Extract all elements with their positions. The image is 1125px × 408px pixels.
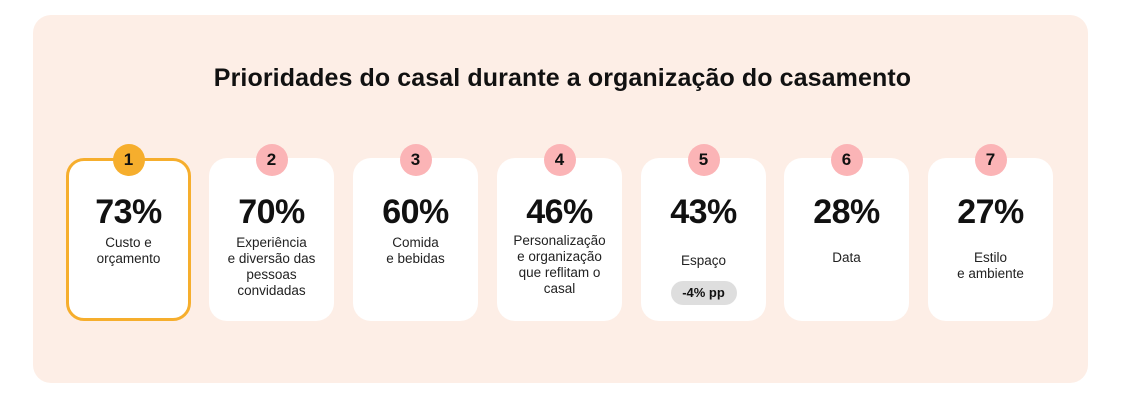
- priority-card-1: 1 73% Custo e orçamento: [66, 144, 191, 321]
- priority-label: Personalização e organização que reflita…: [513, 233, 606, 296]
- percentage-value: 46%: [526, 193, 593, 231]
- change-badge: -4% pp: [670, 281, 737, 305]
- percentage-value: 70%: [238, 193, 305, 231]
- chart-title: Prioridades do casal durante a organizaç…: [213, 64, 912, 92]
- priority-label: Data: [832, 250, 861, 265]
- rank-badge: 3: [399, 144, 432, 176]
- priority-card-4: 4 46% Personalização e organização que ref…: [497, 144, 622, 321]
- rank-badge: 7: [974, 144, 1007, 176]
- priority-label: Experiência e diversão das pessoas convi…: [227, 235, 316, 298]
- priority-label: Espaço: [680, 253, 727, 268]
- priority-label: Comida e bebidas: [386, 235, 445, 266]
- priority-card-2: 2 70% Experiência e diversão das pessoas c…: [209, 144, 334, 321]
- rank-badge: 2: [255, 144, 288, 176]
- priority-label: Custo e orçamento: [96, 235, 161, 266]
- priority-label: Estilo e ambiente: [957, 250, 1024, 281]
- rank-badge: 1: [112, 144, 145, 176]
- percentage-value: 73%: [95, 193, 162, 231]
- percentage-value: 27%: [957, 193, 1024, 231]
- priority-card-6: 6 28% Data: [784, 144, 909, 321]
- priority-card-7: 7 27% Estilo e ambiente: [928, 144, 1053, 321]
- percentage-value: 43%: [670, 193, 737, 231]
- priority-card-3: 3 60% Comida e bebidas: [353, 144, 478, 321]
- percentage-value: 60%: [382, 193, 449, 231]
- rank-badge: 4: [543, 144, 576, 176]
- priority-card-5: 5 43% Espaço -4% pp: [641, 144, 766, 321]
- percentage-value: 28%: [813, 193, 880, 231]
- rank-badge: 5: [687, 144, 720, 176]
- rank-badge: 6: [830, 144, 863, 176]
